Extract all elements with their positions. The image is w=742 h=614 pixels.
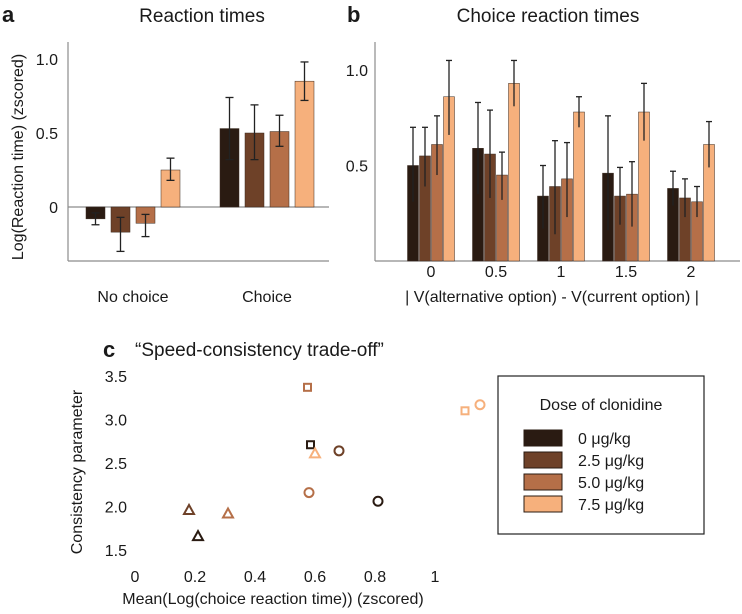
panel-c-ytick-label: 3.0 bbox=[105, 413, 127, 430]
panel-b-bars bbox=[407, 59, 715, 262]
panel-c-points bbox=[182, 382, 486, 542]
panel-b-xtick-label: 0 bbox=[427, 264, 436, 281]
panel-b-bar-dose-7-5 bbox=[573, 111, 585, 262]
panel-a: a Reaction times Log(Reaction time) (zsc… bbox=[2, 2, 329, 306]
legend-swatch-dose-2-5 bbox=[523, 451, 563, 469]
panel-b-xtick-label: 0.5 bbox=[485, 264, 507, 281]
panel-b-xtick-label: 2 bbox=[687, 264, 696, 281]
panel-c-point-circle-dose-0 bbox=[372, 495, 384, 507]
panel-b-ytick-label: 0.5 bbox=[346, 159, 368, 176]
panel-c-point-square-dose-7-5 bbox=[460, 406, 470, 416]
panel-c-point-triangle-dose-2-5 bbox=[182, 502, 196, 515]
panel-c-xtick-label: 0.6 bbox=[304, 569, 326, 586]
panel-c-xlabel: Mean(Log(choice reaction time)) (zscored… bbox=[122, 591, 423, 608]
panel-b-label: b bbox=[347, 2, 360, 27]
panel-b-bar-dose-7-5 bbox=[508, 83, 520, 262]
panel-c-xtick-label: 0.8 bbox=[364, 569, 386, 586]
panel-c-xtick-label: 0.4 bbox=[244, 569, 266, 586]
panel-c-point-triangle-dose-0 bbox=[191, 529, 205, 542]
panel-b-xtick-label: 1.5 bbox=[615, 264, 637, 281]
panel-b-xticks: 0 0.5 1 1.5 2 bbox=[427, 264, 696, 281]
panel-a-ytick-label: 0.5 bbox=[36, 126, 58, 143]
panel-c-point-square-dose-5-0 bbox=[303, 382, 312, 392]
panel-c-xticks: 0 0.2 0.4 0.6 0.8 1 bbox=[131, 569, 440, 586]
panel-a-xticks: No choice Choice bbox=[97, 289, 292, 306]
panel-c-point-circle-dose-2-5 bbox=[333, 445, 345, 457]
panel-c-point-triangle-dose-5-0 bbox=[221, 506, 235, 519]
panel-a-ylabel: Log(Reaction time) (zscored) bbox=[10, 54, 27, 260]
panel-a-category-label: No choice bbox=[97, 289, 168, 306]
panel-a-yticks: 0 0.5 1.0 bbox=[36, 52, 58, 217]
panel-a-ytick-label: 0 bbox=[49, 200, 58, 217]
legend: Dose of clonidine 0 μg/kg 2.5 μg/kg 5.0 μg… bbox=[497, 375, 705, 535]
panel-c-ytick-label: 3.5 bbox=[105, 369, 127, 386]
panel-b-title: Choice reaction times bbox=[457, 6, 640, 27]
panel-b-xlabel: | V(alternative option) - V(current opti… bbox=[405, 289, 699, 306]
panel-a-label: a bbox=[2, 2, 15, 27]
legend-label-dose-5-0: 5.0 μg/kg bbox=[578, 475, 644, 492]
panel-b-ytick-label: 1.0 bbox=[346, 63, 368, 80]
legend-swatch-dose-5-0 bbox=[523, 473, 563, 491]
panel-b: b Choice reaction times 0.5 1.0 0 0.5 1 1.5 2… bbox=[346, 2, 740, 306]
legend-label-dose-2-5: 2.5 μg/kg bbox=[578, 453, 644, 470]
panel-c-label: c bbox=[103, 337, 115, 362]
panel-a-category-label: Choice bbox=[242, 289, 292, 306]
panel-c-xtick-label: 1 bbox=[431, 569, 440, 586]
panel-c: c “Speed-consistency trade-off” Consiste… bbox=[69, 337, 705, 608]
legend-label-dose-0: 0 μg/kg bbox=[578, 431, 631, 448]
panel-c-yticks: 1.5 2.0 2.5 3.0 3.5 bbox=[105, 369, 127, 560]
panel-a-bars bbox=[85, 61, 315, 253]
panel-c-title: “Speed-consistency trade-off” bbox=[135, 340, 384, 361]
panel-c-ytick-label: 2.5 bbox=[105, 456, 127, 473]
panel-c-ylabel: Consistency parameter bbox=[69, 389, 86, 554]
legend-swatch-dose-7-5 bbox=[523, 495, 563, 513]
panel-c-ytick-label: 1.5 bbox=[105, 543, 127, 560]
panel-c-point-circle-dose-5-0 bbox=[303, 487, 315, 499]
panel-c-point-triangle-dose-7-5 bbox=[308, 446, 322, 459]
legend-entries: 0 μg/kg 2.5 μg/kg 5.0 μg/kg 7.5 μg/kg bbox=[523, 429, 644, 514]
panel-a-title: Reaction times bbox=[139, 6, 265, 27]
legend-title: Dose of clonidine bbox=[540, 397, 663, 414]
legend-label-dose-7-5: 7.5 μg/kg bbox=[578, 497, 644, 514]
panel-a-ytick-label: 1.0 bbox=[36, 52, 58, 69]
panel-c-ytick-label: 2.0 bbox=[105, 500, 127, 517]
panel-b-xtick-label: 1 bbox=[557, 264, 566, 281]
panel-b-yticks: 0.5 1.0 bbox=[346, 63, 368, 176]
panel-c-xtick-label: 0 bbox=[131, 569, 140, 586]
legend-swatch-dose-0 bbox=[523, 429, 563, 447]
panel-c-point-square-dose-0 bbox=[306, 440, 315, 450]
panel-c-xtick-label: 0.2 bbox=[184, 569, 206, 586]
panel-c-point-circle-dose-7-5 bbox=[474, 399, 486, 411]
